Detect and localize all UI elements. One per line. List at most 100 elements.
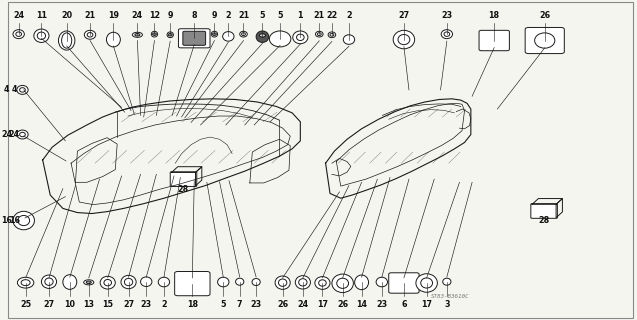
Ellipse shape bbox=[328, 32, 336, 38]
Text: 3: 3 bbox=[444, 300, 450, 308]
Ellipse shape bbox=[59, 31, 75, 50]
Text: 26: 26 bbox=[277, 300, 288, 308]
Ellipse shape bbox=[45, 278, 53, 285]
Text: 11: 11 bbox=[36, 11, 47, 20]
Text: 4: 4 bbox=[4, 85, 10, 94]
Ellipse shape bbox=[106, 32, 120, 47]
FancyBboxPatch shape bbox=[183, 31, 206, 45]
Text: 23: 23 bbox=[376, 300, 387, 308]
Ellipse shape bbox=[34, 29, 49, 43]
Ellipse shape bbox=[318, 280, 326, 286]
Text: 19: 19 bbox=[108, 11, 119, 20]
Ellipse shape bbox=[275, 276, 290, 289]
Ellipse shape bbox=[398, 35, 410, 45]
Text: 5: 5 bbox=[260, 11, 265, 20]
Ellipse shape bbox=[41, 275, 57, 288]
Text: 6: 6 bbox=[401, 300, 406, 308]
Ellipse shape bbox=[18, 215, 30, 226]
Ellipse shape bbox=[13, 211, 34, 230]
Ellipse shape bbox=[443, 278, 451, 285]
FancyBboxPatch shape bbox=[531, 204, 557, 218]
Ellipse shape bbox=[21, 280, 30, 286]
Text: ST83-B3610C: ST83-B3610C bbox=[431, 294, 470, 299]
Ellipse shape bbox=[240, 31, 247, 37]
Text: 18: 18 bbox=[489, 11, 500, 20]
Ellipse shape bbox=[393, 30, 415, 49]
Ellipse shape bbox=[104, 279, 111, 286]
Text: 23: 23 bbox=[441, 11, 452, 20]
Ellipse shape bbox=[269, 31, 291, 47]
Ellipse shape bbox=[211, 31, 218, 37]
Text: 16: 16 bbox=[1, 216, 12, 225]
Ellipse shape bbox=[20, 88, 25, 92]
Text: 25: 25 bbox=[20, 300, 31, 308]
Ellipse shape bbox=[62, 33, 72, 48]
Ellipse shape bbox=[252, 278, 261, 285]
Ellipse shape bbox=[13, 30, 24, 39]
Ellipse shape bbox=[317, 33, 321, 36]
Text: 10: 10 bbox=[64, 300, 75, 308]
Text: 23: 23 bbox=[250, 300, 262, 308]
Ellipse shape bbox=[135, 34, 140, 36]
Ellipse shape bbox=[84, 30, 96, 39]
Ellipse shape bbox=[223, 32, 234, 41]
Text: 2: 2 bbox=[225, 11, 231, 20]
Text: 17: 17 bbox=[421, 300, 432, 308]
Ellipse shape bbox=[86, 281, 91, 284]
Text: 27: 27 bbox=[43, 300, 55, 308]
Ellipse shape bbox=[297, 34, 304, 41]
FancyBboxPatch shape bbox=[178, 29, 210, 48]
Ellipse shape bbox=[534, 33, 555, 48]
Ellipse shape bbox=[213, 33, 217, 36]
Ellipse shape bbox=[158, 277, 169, 287]
Ellipse shape bbox=[236, 278, 244, 285]
Text: 27: 27 bbox=[398, 11, 410, 20]
Text: 24: 24 bbox=[13, 11, 24, 20]
Text: 21: 21 bbox=[85, 11, 96, 20]
Ellipse shape bbox=[121, 275, 136, 289]
Ellipse shape bbox=[416, 274, 438, 292]
Text: 17: 17 bbox=[317, 300, 328, 308]
Ellipse shape bbox=[278, 279, 287, 286]
Ellipse shape bbox=[20, 132, 25, 137]
Text: 24: 24 bbox=[297, 300, 308, 308]
Ellipse shape bbox=[100, 276, 115, 289]
Text: 24: 24 bbox=[132, 11, 143, 20]
Ellipse shape bbox=[17, 277, 34, 288]
Text: 27: 27 bbox=[123, 300, 134, 308]
Text: 20: 20 bbox=[61, 11, 72, 20]
Ellipse shape bbox=[296, 276, 310, 289]
Ellipse shape bbox=[299, 279, 307, 286]
FancyBboxPatch shape bbox=[170, 172, 197, 187]
Text: 26: 26 bbox=[539, 11, 550, 20]
Text: 23: 23 bbox=[141, 300, 152, 308]
Text: 18: 18 bbox=[187, 300, 198, 308]
Ellipse shape bbox=[420, 278, 433, 288]
Text: 5: 5 bbox=[220, 300, 226, 308]
Text: 5: 5 bbox=[277, 11, 283, 20]
Ellipse shape bbox=[16, 32, 22, 36]
Ellipse shape bbox=[124, 278, 132, 286]
Text: 21: 21 bbox=[238, 11, 249, 20]
Text: 28: 28 bbox=[178, 185, 189, 194]
Ellipse shape bbox=[256, 31, 269, 43]
Ellipse shape bbox=[315, 31, 323, 37]
Ellipse shape bbox=[83, 280, 94, 285]
Ellipse shape bbox=[152, 33, 156, 36]
Ellipse shape bbox=[441, 30, 452, 39]
Ellipse shape bbox=[293, 31, 308, 44]
FancyBboxPatch shape bbox=[389, 273, 419, 293]
Ellipse shape bbox=[332, 274, 354, 292]
FancyBboxPatch shape bbox=[525, 28, 564, 53]
Text: 26: 26 bbox=[337, 300, 348, 308]
Ellipse shape bbox=[337, 278, 348, 288]
Ellipse shape bbox=[63, 275, 77, 289]
FancyBboxPatch shape bbox=[175, 271, 210, 296]
Text: 12: 12 bbox=[149, 11, 160, 20]
Text: 15: 15 bbox=[102, 300, 113, 308]
Ellipse shape bbox=[241, 33, 245, 36]
Ellipse shape bbox=[444, 32, 450, 36]
Text: 7: 7 bbox=[237, 300, 243, 308]
Ellipse shape bbox=[17, 130, 28, 139]
Text: 9: 9 bbox=[211, 11, 217, 20]
